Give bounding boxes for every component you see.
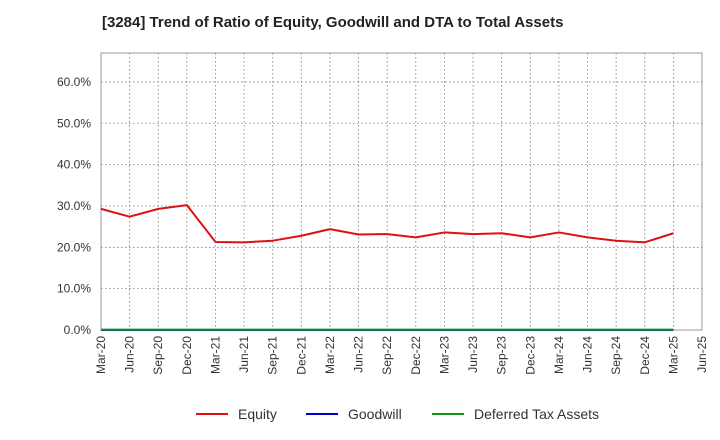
legend-label: Goodwill: [348, 406, 402, 422]
x-tick-label: Jun-24: [581, 336, 595, 373]
x-tick-label: Mar-21: [208, 336, 222, 374]
x-tick-label: Dec-24: [638, 336, 652, 375]
y-tick-label: 20.0%: [57, 240, 91, 254]
y-tick-label: 0.0%: [64, 323, 92, 337]
y-tick-label: 30.0%: [57, 199, 91, 213]
x-tick-label: Mar-22: [323, 336, 337, 374]
x-tick-label: Dec-22: [409, 336, 423, 375]
x-tick-label: Mar-25: [666, 336, 680, 374]
x-tick-label: Dec-21: [294, 336, 308, 375]
x-tick-label: Mar-23: [437, 336, 451, 374]
x-tick-label: Mar-20: [94, 336, 108, 374]
legend-label: Deferred Tax Assets: [474, 406, 599, 422]
y-tick-label: 60.0%: [57, 75, 91, 89]
x-tick-label: Dec-23: [523, 336, 537, 375]
x-tick-label: Sep-24: [609, 336, 623, 375]
x-tick-label: Jun-20: [123, 336, 137, 373]
x-tick-label: Jun-22: [352, 336, 366, 373]
x-tick-label: Jun-25: [695, 336, 709, 373]
x-tick-label: Jun-23: [466, 336, 480, 373]
y-tick-label: 50.0%: [57, 116, 91, 130]
chart-title: [3284] Trend of Ratio of Equity, Goodwil…: [102, 14, 564, 31]
legend-label: Equity: [238, 406, 277, 422]
x-tick-label: Sep-23: [495, 336, 509, 375]
y-tick-label: 10.0%: [57, 282, 91, 296]
x-tick-label: Dec-20: [180, 336, 194, 375]
y-tick-label: 40.0%: [57, 158, 91, 172]
series-line-equity: [100, 204, 674, 244]
x-tick-label: Jun-21: [237, 336, 251, 373]
x-tick-label: Sep-20: [151, 336, 165, 375]
x-tick-label: Mar-24: [552, 336, 566, 374]
x-tick-label: Sep-22: [380, 336, 394, 375]
x-tick-label: Sep-21: [266, 336, 280, 375]
